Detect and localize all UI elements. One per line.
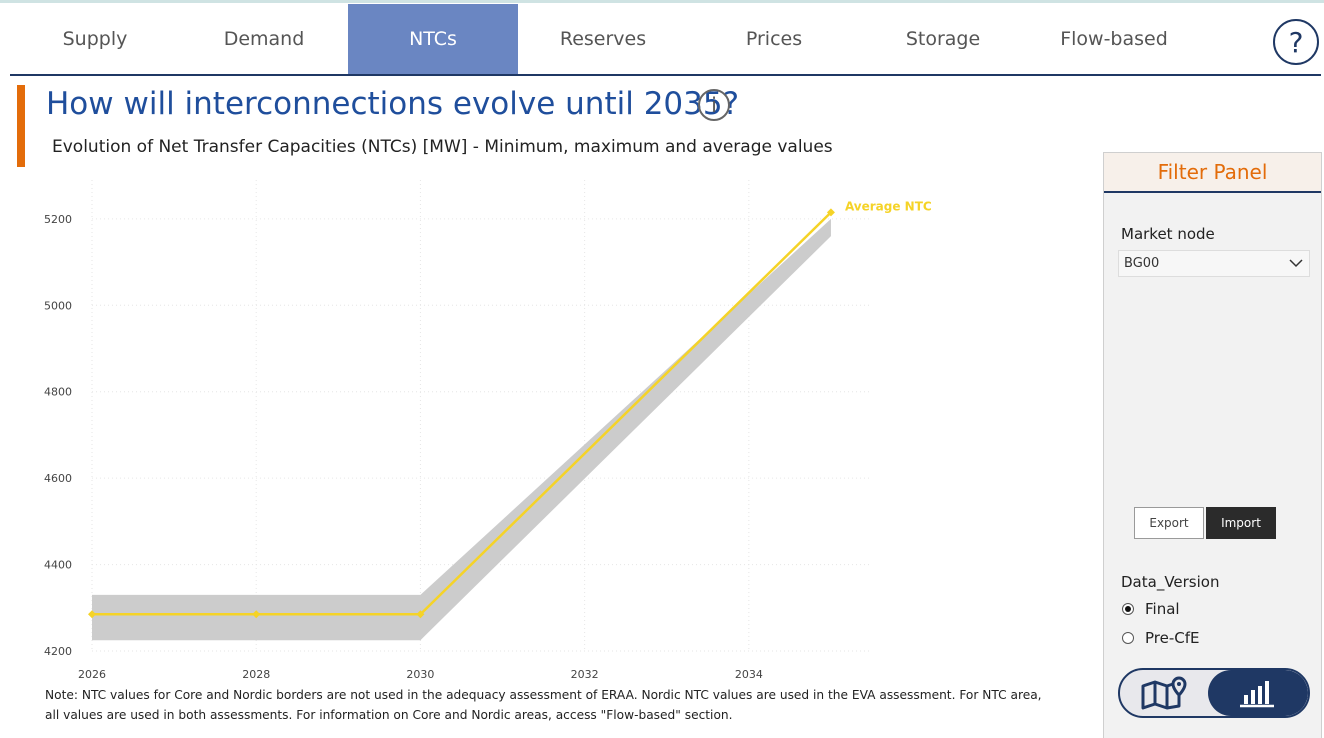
y-tick-label: 4600 — [44, 472, 72, 485]
radio-label: Pre-CfE — [1145, 629, 1200, 647]
radio-label: Final — [1145, 600, 1180, 618]
ntc-line-chart: Average NTC 2026 2028 2030 2032 2034 4200 4400 4… — [44, 180, 932, 681]
import-button[interactable]: Import — [1206, 507, 1276, 539]
chevron-down-icon — [1289, 259, 1303, 268]
tab-flow-based[interactable]: Flow-based — [1060, 28, 1168, 50]
export-button[interactable]: Export — [1134, 507, 1204, 539]
radio-option-pre-cfe[interactable]: Pre-CfE — [1122, 629, 1200, 647]
tab-supply[interactable]: Supply — [62, 28, 128, 50]
market-node-label: Market node — [1121, 225, 1215, 243]
y-tick-label: 5000 — [44, 299, 72, 312]
tab-storage[interactable]: Storage — [905, 28, 981, 50]
y-tick-label: 4400 — [44, 559, 72, 572]
data-version-label: Data_Version — [1121, 573, 1220, 591]
question-mark-icon[interactable]: ? — [1273, 19, 1319, 65]
data-point — [252, 610, 261, 619]
series-line — [92, 211, 832, 616]
tab-ntcs[interactable]: NTCs — [348, 4, 518, 74]
chart-subtitle: Evolution of Net Transfer Capacities (NT… — [52, 137, 833, 157]
x-tick-label: 2034 — [735, 668, 763, 681]
min-max-band — [92, 218, 831, 641]
top-border — [0, 0, 1324, 3]
x-tick-label: 2032 — [571, 668, 599, 681]
info-icon[interactable]: i — [698, 89, 730, 121]
data-point — [88, 610, 96, 619]
page-title: How will interconnections evolve until 2… — [46, 86, 740, 122]
tab-bar: Supply Demand NTCs Reserves Prices Stora… — [10, 4, 1321, 76]
tab-reserves[interactable]: Reserves — [559, 28, 647, 50]
filter-panel: Filter Panel Market node BG00 Export Imp… — [1103, 152, 1322, 738]
title-accent-bar — [17, 85, 25, 167]
y-tick-label: 5200 — [44, 213, 72, 226]
y-tick-label: 4200 — [44, 645, 72, 658]
y-tick-label: 4800 — [44, 386, 72, 399]
footnote: Note: NTC values for Core and Nordic bor… — [45, 688, 1042, 722]
radio-option-final[interactable]: Final — [1122, 600, 1180, 618]
radio-button[interactable] — [1122, 632, 1134, 644]
market-node-dropdown[interactable]: BG00 — [1118, 250, 1310, 277]
bar-chart-icon[interactable] — [1208, 670, 1308, 716]
radio-button[interactable] — [1122, 603, 1134, 615]
x-tick-label: 2028 — [242, 668, 270, 681]
market-node-value: BG00 — [1124, 256, 1160, 271]
map-pin-icon[interactable] — [1120, 670, 1212, 716]
view-toggle[interactable] — [1118, 668, 1310, 718]
tab-prices[interactable]: Prices — [745, 28, 803, 50]
tab-demand[interactable]: Demand — [223, 28, 305, 50]
x-tick-label: 2030 — [406, 668, 434, 681]
x-tick-label: 2026 — [78, 668, 106, 681]
data-point — [416, 610, 425, 619]
filter-panel-title: Filter Panel — [1104, 153, 1321, 193]
series-label: Average NTC — [845, 199, 932, 213]
data-point — [826, 208, 835, 217]
